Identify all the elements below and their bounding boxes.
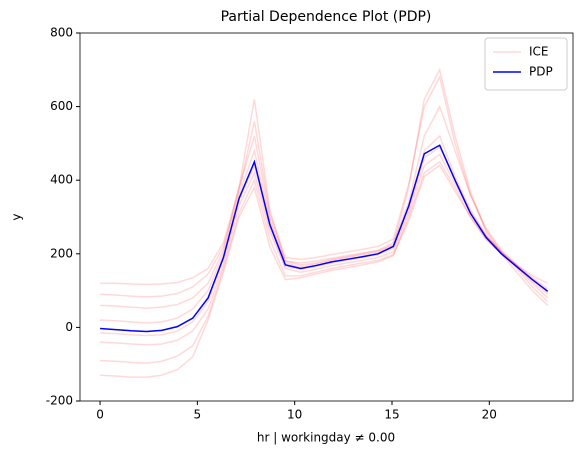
ice-line bbox=[100, 145, 549, 337]
ice-line bbox=[100, 160, 549, 378]
y-tick-label: 600 bbox=[50, 99, 73, 113]
x-tick-label: 15 bbox=[384, 408, 399, 422]
y-tick-label: -200 bbox=[46, 394, 73, 408]
x-tick-label: 5 bbox=[194, 408, 202, 422]
ice-line bbox=[100, 104, 549, 286]
legend-box bbox=[484, 37, 568, 91]
chart-title: Partial Dependence Plot (PDP) bbox=[221, 9, 432, 25]
x-tick-label: 20 bbox=[482, 408, 497, 422]
ice-line bbox=[100, 153, 549, 346]
legend-label: PDP bbox=[529, 65, 553, 79]
ice-line bbox=[100, 67, 549, 310]
ice-line bbox=[100, 164, 549, 364]
legend-label: ICE bbox=[529, 45, 549, 59]
y-tick-label: 200 bbox=[50, 246, 73, 260]
ice-line bbox=[100, 134, 549, 324]
y-tick-label: 0 bbox=[65, 320, 73, 334]
x-axis-label: hr | workingday ≠ 0.00 bbox=[257, 431, 395, 445]
x-tick-label: 10 bbox=[287, 408, 302, 422]
y-tick-label: 400 bbox=[50, 173, 73, 187]
y-axis-label: y bbox=[10, 213, 24, 220]
x-tick-label: 0 bbox=[96, 408, 104, 422]
plot-frame bbox=[79, 32, 574, 402]
ice-line bbox=[100, 75, 549, 303]
y-tick-label: 800 bbox=[50, 26, 73, 40]
pdp-line bbox=[99, 144, 549, 333]
